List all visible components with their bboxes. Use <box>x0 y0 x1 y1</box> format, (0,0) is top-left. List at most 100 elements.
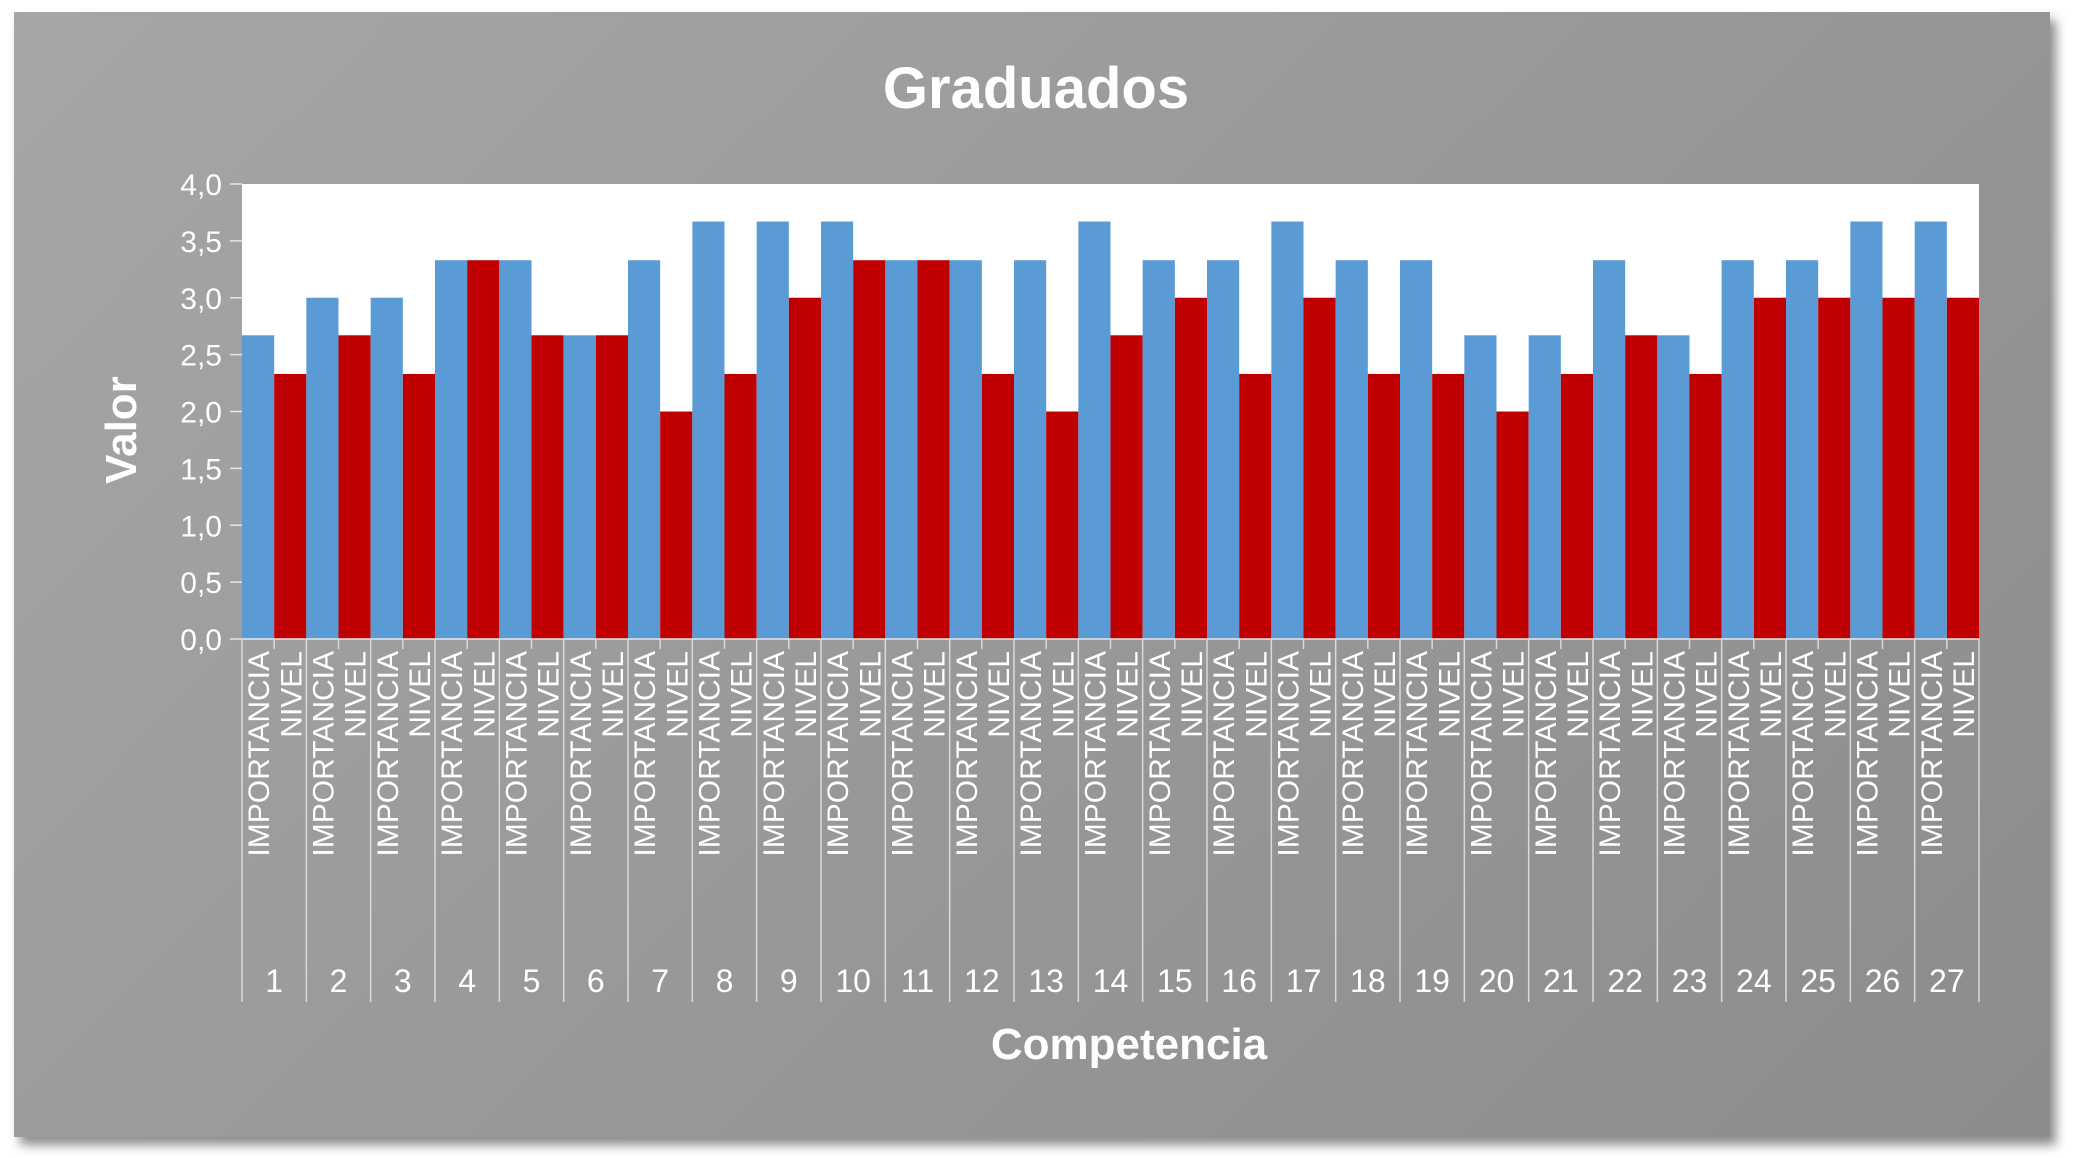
bar-nivel-26 <box>1882 297 1915 639</box>
sub-category-label-importancia: IMPORTANCIA <box>822 651 855 857</box>
bar-nivel-3 <box>402 373 435 639</box>
sub-category-label-importancia: IMPORTANCIA <box>1594 651 1627 857</box>
sub-category-label-nivel: NIVEL <box>726 651 759 738</box>
category-label: 24 <box>1736 963 1772 999</box>
sub-category-label-importancia: IMPORTANCIA <box>1015 651 1048 857</box>
bar-importancia-21 <box>1528 335 1561 639</box>
y-tick-label: 1,0 <box>180 510 222 543</box>
sub-category-label-importancia: IMPORTANCIA <box>1208 651 1241 857</box>
sub-category-label-nivel: NIVEL <box>1240 651 1273 738</box>
bar-nivel-5 <box>531 335 564 639</box>
sub-category-label-importancia: IMPORTANCIA <box>372 651 405 857</box>
category-label: 13 <box>1028 963 1064 999</box>
sub-category-label-nivel: NIVEL <box>1369 651 1402 738</box>
y-axis-title: Valor <box>97 376 146 484</box>
bar-importancia-1 <box>242 335 275 639</box>
category-label: 20 <box>1479 963 1515 999</box>
category-label: 5 <box>523 963 541 999</box>
sub-category-label-nivel: NIVEL <box>790 651 823 738</box>
bar-nivel-15 <box>1174 297 1207 639</box>
bar-nivel-11 <box>917 260 950 639</box>
bar-importancia-6 <box>563 335 596 639</box>
bar-nivel-1 <box>274 373 307 639</box>
bar-nivel-14 <box>1110 335 1143 639</box>
y-tick-label: 3,5 <box>180 226 222 259</box>
y-tick-label: 4,0 <box>180 169 222 202</box>
sub-category-label-importancia: IMPORTANCIA <box>758 651 791 857</box>
bar-importancia-9 <box>756 221 789 639</box>
bar-importancia-2 <box>306 297 339 639</box>
bar-importancia-19 <box>1400 260 1433 639</box>
sub-category-label-nivel: NIVEL <box>919 651 952 738</box>
category-label: 1 <box>265 963 283 999</box>
sub-category-label-nivel: NIVEL <box>404 651 437 738</box>
bar-importancia-18 <box>1335 260 1368 639</box>
bar-nivel-10 <box>853 260 886 639</box>
bar-nivel-4 <box>467 260 500 639</box>
category-label: 27 <box>1929 963 1965 999</box>
bar-chart: Graduados Valor Competencia 0,0 0,5 1,0 1,5… <box>97 56 1981 1069</box>
sub-category-label-importancia: IMPORTANCIA <box>1787 651 1820 857</box>
sub-category-label-nivel: NIVEL <box>1112 651 1145 738</box>
y-tick-label: 2,0 <box>180 397 222 430</box>
bar-importancia-24 <box>1721 260 1754 639</box>
bar-nivel-19 <box>1432 373 1465 639</box>
bar-importancia-11 <box>885 260 918 639</box>
category-label: 2 <box>330 963 348 999</box>
sub-category-label-nivel: NIVEL <box>597 651 630 738</box>
x-axis-title: Competencia <box>991 1020 1268 1069</box>
category-label: 19 <box>1414 963 1450 999</box>
bar-nivel-12 <box>981 373 1014 639</box>
bar-nivel-18 <box>1367 373 1400 639</box>
sub-category-label-importancia: IMPORTANCIA <box>1465 651 1498 857</box>
sub-category-label-importancia: IMPORTANCIA <box>951 651 984 857</box>
bar-importancia-7 <box>628 260 661 639</box>
sub-category-label-importancia: IMPORTANCIA <box>629 651 662 857</box>
bar-nivel-7 <box>660 411 693 639</box>
sub-category-label-nivel: NIVEL <box>1819 651 1852 738</box>
sub-category-label-importancia: IMPORTANCIA <box>307 651 340 857</box>
bar-importancia-17 <box>1271 221 1304 639</box>
y-tick-label: 2,5 <box>180 340 222 373</box>
bar-importancia-10 <box>821 221 854 639</box>
sub-category-label-nivel: NIVEL <box>1562 651 1595 738</box>
bar-nivel-2 <box>338 335 371 639</box>
sub-category-label-importancia: IMPORTANCIA <box>886 651 919 857</box>
bar-nivel-25 <box>1818 297 1851 639</box>
bar-importancia-13 <box>1014 260 1047 639</box>
category-label: 25 <box>1800 963 1836 999</box>
sub-category-label-nivel: NIVEL <box>468 651 501 738</box>
bar-nivel-16 <box>1239 373 1272 639</box>
category-label: 4 <box>458 963 476 999</box>
sub-category-label-nivel: NIVEL <box>661 651 694 738</box>
sub-category-label-importancia: IMPORTANCIA <box>1272 651 1305 857</box>
bar-nivel-6 <box>595 335 628 639</box>
sub-category-label-nivel: NIVEL <box>1626 651 1659 738</box>
sub-category-label-nivel: NIVEL <box>533 651 566 738</box>
sub-category-label-nivel: NIVEL <box>1176 651 1209 738</box>
category-label: 9 <box>780 963 798 999</box>
sub-category-label-importancia: IMPORTANCIA <box>1079 651 1112 857</box>
bar-nivel-24 <box>1753 297 1786 639</box>
category-label: 15 <box>1157 963 1193 999</box>
sub-category-label-importancia: IMPORTANCIA <box>1337 651 1370 857</box>
sub-category-label-nivel: NIVEL <box>1691 651 1724 738</box>
category-label: 7 <box>651 963 669 999</box>
category-label: 8 <box>716 963 734 999</box>
bar-nivel-17 <box>1303 297 1336 639</box>
sub-category-label-importancia: IMPORTANCIA <box>1530 651 1563 857</box>
sub-category-label-importancia: IMPORTANCIA <box>1401 651 1434 857</box>
sub-category-label-nivel: NIVEL <box>275 651 308 738</box>
sub-category-label-importancia: IMPORTANCIA <box>1916 651 1949 857</box>
sub-category-label-nivel: NIVEL <box>1047 651 1080 738</box>
bar-importancia-4 <box>435 260 468 639</box>
sub-category-label-nivel: NIVEL <box>854 651 887 738</box>
bar-importancia-25 <box>1786 260 1819 639</box>
sub-category-label-importancia: IMPORTANCIA <box>243 651 276 857</box>
category-label: 21 <box>1543 963 1579 999</box>
category-label: 23 <box>1672 963 1708 999</box>
sub-category-label-importancia: IMPORTANCIA <box>1723 651 1756 857</box>
category-label: 18 <box>1350 963 1386 999</box>
bar-nivel-22 <box>1625 335 1658 639</box>
category-label: 17 <box>1286 963 1322 999</box>
